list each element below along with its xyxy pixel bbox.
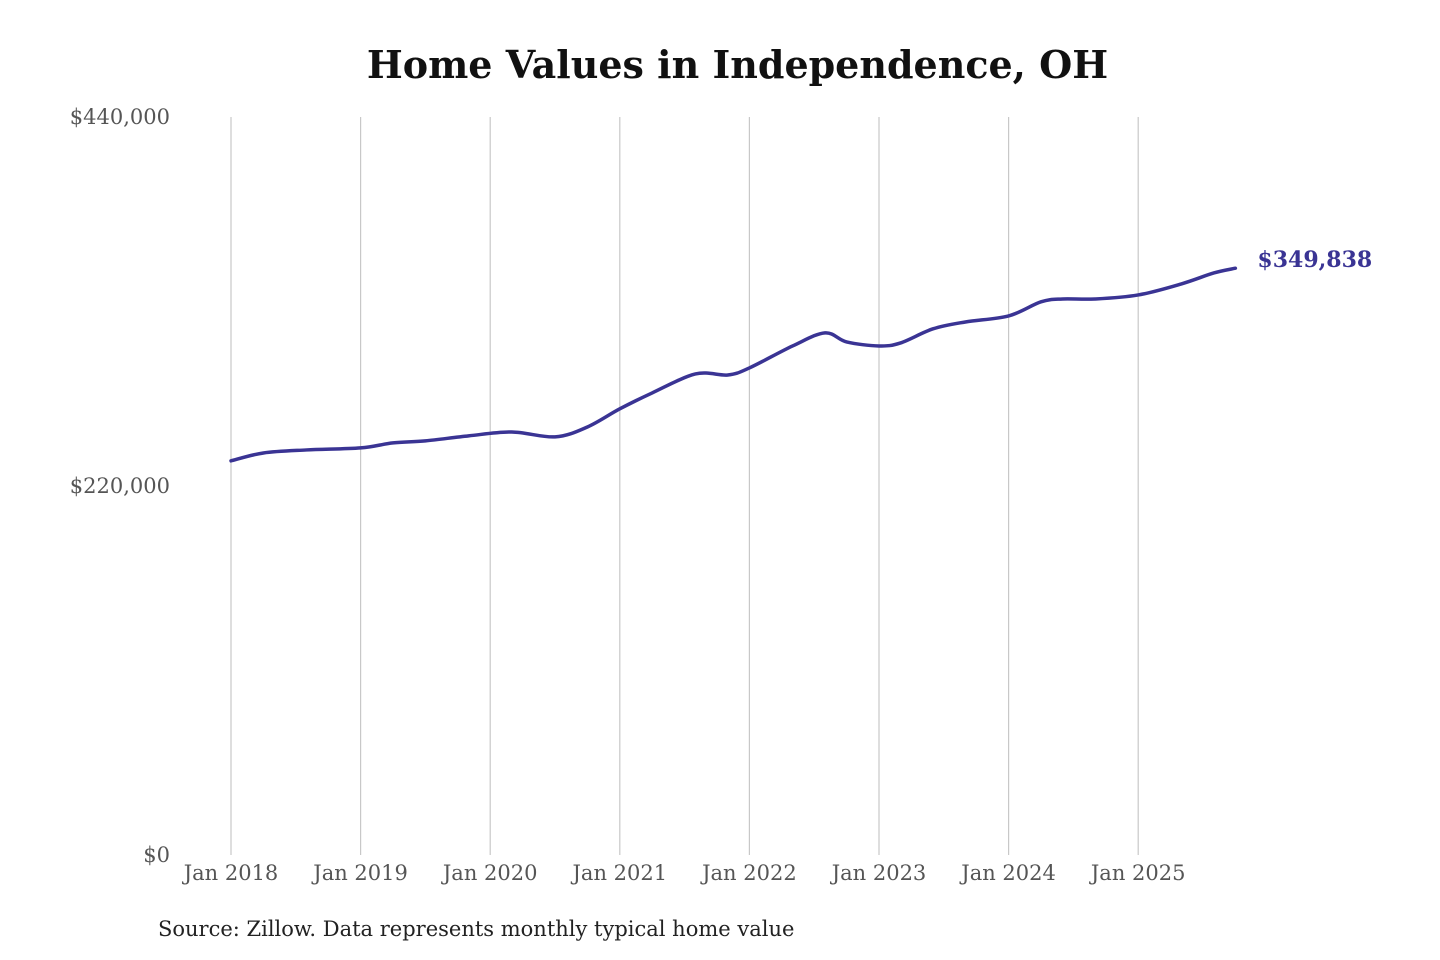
x-tick-label: Jan 2018 [182,861,279,885]
y-tick-label: $440,000 [70,105,170,129]
chart-title: Home Values in Independence, OH [366,42,1109,87]
x-tick-label: Jan 2024 [959,861,1056,885]
x-tick-label: Jan 2023 [830,861,927,885]
source-note: Source: Zillow. Data represents monthly … [158,917,795,941]
x-tick-label: Jan 2019 [311,861,408,885]
x-tick-label: Jan 2022 [700,861,797,885]
y-tick-label: $0 [143,843,170,867]
y-tick-label: $220,000 [70,474,170,498]
x-tick-label: Jan 2021 [571,861,668,885]
home-value-line [229,266,1238,463]
end-value-label: $349,838 [1257,247,1372,273]
x-tick-label: Jan 2025 [1089,861,1186,885]
x-tick-label: Jan 2020 [441,861,538,885]
